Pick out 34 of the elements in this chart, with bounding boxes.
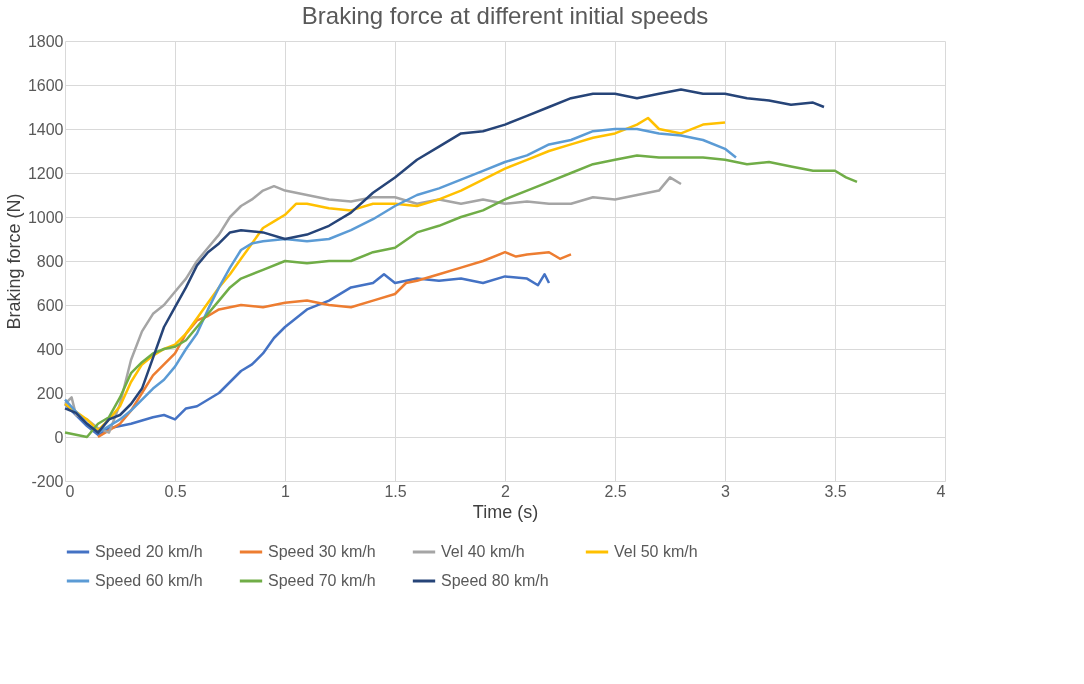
legend-label: Vel 40 km/h: [441, 543, 525, 560]
x-tick-label: 3.5: [824, 482, 847, 500]
y-axis-title: Braking force (N): [3, 193, 24, 330]
y-tick-label: 1400: [27, 120, 64, 138]
line-series: [63, 88, 826, 434]
line-series: [63, 272, 551, 437]
x-axis-title: Time (s): [472, 501, 539, 522]
y-tick-label: 1200: [27, 164, 64, 182]
line-series: [96, 250, 573, 439]
legend-label: Speed 80 km/h: [441, 572, 549, 589]
y-tick-label: 600: [36, 296, 64, 314]
legend-label: Speed 60 km/h: [95, 572, 203, 589]
y-tick-label: 400: [36, 340, 64, 358]
x-tick-label: 2.5: [604, 482, 627, 500]
x-tick-label: 3: [721, 482, 731, 500]
x-tick-label: 2: [501, 482, 511, 500]
legend-label: Speed 70 km/h: [268, 572, 376, 589]
x-tick-label: 1: [281, 482, 291, 500]
x-tick-label: 4: [936, 482, 946, 500]
y-tick-label: 1800: [27, 32, 64, 50]
y-tick-label: 1600: [27, 76, 64, 94]
y-tick-label: 800: [36, 252, 64, 270]
chart-title: Braking force at different initial speeds: [301, 2, 709, 29]
x-tick-label: 0: [65, 482, 75, 500]
legend-label: Speed 30 km/h: [268, 543, 376, 560]
y-tick-label: 200: [36, 384, 64, 402]
x-tick-label: 1.5: [384, 482, 407, 500]
x-tick-label: 0.5: [164, 482, 187, 500]
legend-label: Vel 50 km/h: [614, 543, 698, 560]
y-tick-label: 0: [54, 428, 64, 446]
y-tick-label: -200: [31, 472, 64, 490]
y-tick-label: 1000: [27, 208, 64, 226]
line-series: [63, 154, 859, 439]
legend-label: Speed 20 km/h: [95, 543, 203, 560]
